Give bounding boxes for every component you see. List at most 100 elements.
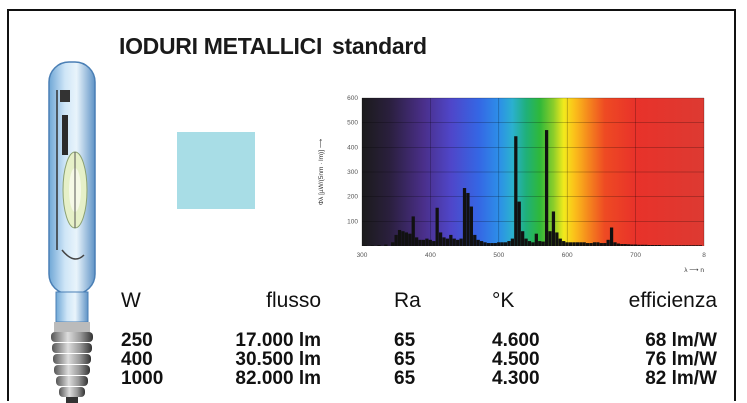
spectrum-bar [524,238,528,246]
spectrum-bar [432,241,436,246]
spectrum-bar [456,239,460,246]
spectrum-bar [394,234,398,246]
spectrum-bar [630,244,634,246]
title-main: IODURI METALLICI [119,33,323,59]
spectrum-bar [681,245,686,246]
spectrum-bar [462,188,467,246]
spectrum-bar [428,239,432,246]
spectrum-bar [609,227,614,246]
spectrum-chart: 100 200 300 400 500 600 300 400 500 600 700 8 Φλ [… [318,95,707,274]
spectrum-bar [404,232,408,246]
y-tick-label: 200 [347,194,358,201]
spectrum-bar [678,245,682,246]
spectrum-bar [421,239,426,246]
spectrum-bar [473,234,477,246]
y-tick-label: 300 [347,169,358,176]
y-axis-label: Φλ [µW/(5nm · lm)] ⟶ [318,138,325,205]
x-tick-label: 400 [425,252,436,259]
y-tick-label: 600 [347,95,358,102]
panel-border [7,9,736,401]
y-axis-ticks: 100 200 300 400 500 600 [347,95,358,225]
spectrum-bar [664,245,668,246]
spectrum-bar [418,239,422,246]
spectrum-bar [582,242,586,246]
spectrum-bar [589,243,593,246]
spectrum-bar [517,201,521,246]
spectrum-bar [657,245,662,246]
spectrum-bar [527,241,532,246]
spectrum-bar [531,242,535,246]
x-axis-label: λ ⟶ n [684,267,704,274]
spectrum-bar [425,238,429,246]
page-title: IODURI METALLICI standard [119,33,427,60]
spectrum-bar [503,242,508,246]
spectrum-bar [544,130,549,246]
spectrum-bar [650,245,655,246]
spectrum-bar [479,241,484,246]
spectrum-bar [493,243,497,246]
spectrum-bar [592,242,597,246]
chart-grid [361,97,705,246]
spectrum-bar [606,239,610,246]
spectrum-bar [623,244,627,246]
spectrum-bar [692,245,696,246]
spectrum-bar [510,238,515,246]
spectrum-bar [555,232,559,246]
spectrum-bar [377,245,381,246]
spectrum-bar [620,244,624,246]
spectrum-bar [637,244,641,246]
spectrum-bar [483,242,487,246]
spectrum-bar [685,245,689,246]
spectrum-bar [514,136,518,246]
title-sub: standard [332,33,427,59]
spectrum-bar [579,242,583,246]
spectrum-bar [575,242,579,246]
x-tick-label: 600 [562,252,573,259]
spectrum-bar [644,244,648,246]
spectrum-bar [674,245,679,246]
color-swatch [177,132,255,209]
spectrum-bar [411,216,415,246]
spectrum-bar [445,238,450,246]
spectrum-bar [603,243,607,246]
spectrum-bar [558,238,562,246]
spectrum-bar [572,242,576,246]
spectrum-bar [452,238,456,246]
spectrum-bar [507,241,511,246]
spectrum-bar [688,245,692,246]
spectrum-bar [654,245,658,246]
spectrum-bar [541,241,545,246]
spectrum-bar [497,242,501,246]
spectrum-bar [384,244,388,246]
spectrum-bar [408,233,412,246]
spectrum-bar [469,206,473,246]
spectrum-bar [565,242,569,246]
spectrum-bar [490,243,494,246]
spectrum-bar [562,241,566,246]
spectrum-bar [627,244,631,246]
x-axis-ticks: 300 400 500 600 700 8 [357,252,707,259]
spectrum-bar [616,243,621,246]
spectrum-bar [661,245,665,246]
lamp-image [48,61,96,403]
spectrum-bar [397,229,402,246]
spectrum-bar [459,238,463,246]
spectrum-bar [551,211,556,246]
y-tick-label: 500 [347,120,358,127]
spectrum-bar [596,242,600,246]
chart-bars [363,130,703,246]
spectrum-bar [633,244,638,246]
spectrum-bar [599,243,603,246]
spectrum-bar [613,242,617,246]
spectrum-bar [476,239,480,246]
spectrum-bar [442,237,446,246]
spectrum-bar [548,231,552,246]
spectrum-bar [401,231,405,246]
spectrum-bar [415,237,419,246]
spectrum-bar [435,207,439,246]
spectrum-bar [586,243,590,246]
spectrum-bar [438,232,443,246]
spectrum-bar [668,245,672,246]
x-tick-label: 8 [702,252,706,259]
y-tick-label: 400 [347,144,358,151]
